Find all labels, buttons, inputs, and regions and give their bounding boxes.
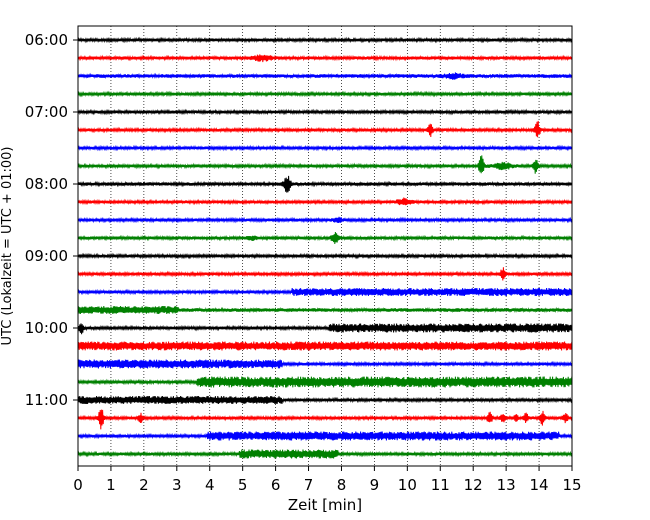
trace-0715	[77, 120, 573, 138]
y-tick-label: 08:00	[25, 175, 68, 193]
x-tick-label: 14	[530, 476, 549, 494]
x-tick-label: 15	[562, 476, 581, 494]
trace-0615	[77, 54, 573, 63]
trace-0630	[77, 72, 573, 80]
x-tick-label: 13	[497, 476, 516, 494]
trace-0645	[77, 90, 573, 98]
y-axis-title: UTC (Lokalzeit = UTC + 01:00)	[0, 147, 15, 346]
trace-0930	[77, 287, 573, 297]
y-tick-label: 07:00	[25, 103, 68, 121]
x-axis-ticks: 0 1 2 3 4 5 6 7 8 9 10 11 12 13 14 15	[73, 466, 582, 494]
x-tick-label: 0	[73, 476, 83, 494]
x-axis-title: Zeit [min]	[288, 496, 362, 514]
trace-0600	[77, 36, 573, 44]
y-axis-ticks: 06:00 07:00 08:00 09:00 10:00 11:00	[25, 31, 78, 409]
trace-1045	[77, 376, 573, 388]
x-tick-label: 3	[172, 476, 182, 494]
plot-frame	[77, 25, 573, 467]
trace-1145	[77, 449, 573, 459]
trace-1130	[77, 431, 573, 441]
trace-0845	[77, 231, 573, 245]
x-tick-label: 6	[271, 476, 281, 494]
y-tick-label: 06:00	[25, 31, 68, 49]
y-tick-label: 10:00	[25, 319, 68, 337]
x-tick-label: 2	[139, 476, 149, 494]
trace-0700	[77, 108, 573, 116]
trace-1030	[77, 359, 573, 369]
trace-0800	[77, 175, 573, 193]
x-grid	[110, 26, 540, 466]
y-tick-label: 11:00	[25, 391, 68, 409]
seismic-traces	[77, 36, 573, 459]
x-tick-label: 8	[337, 476, 347, 494]
x-tick-label: 1	[106, 476, 116, 494]
x-tick-label: 5	[238, 476, 248, 494]
x-tick-label: 11	[431, 476, 450, 494]
trace-0830	[77, 216, 573, 224]
y-tick-label: 09:00	[25, 247, 68, 265]
x-tick-label: 10	[398, 476, 417, 494]
trace-1100	[77, 395, 573, 405]
trace-0730	[77, 144, 573, 152]
trace-1115	[77, 409, 573, 430]
trace-0900	[77, 252, 573, 260]
trace-0745	[77, 155, 573, 174]
x-tick-label: 7	[304, 476, 314, 494]
x-tick-label: 9	[370, 476, 380, 494]
trace-0945	[77, 305, 573, 315]
trace-1000	[77, 323, 573, 335]
x-tick-label: 12	[464, 476, 483, 494]
trace-0915	[77, 267, 573, 281]
trace-0815	[77, 197, 573, 206]
trace-1015	[77, 341, 573, 351]
x-tick-label: 4	[205, 476, 215, 494]
